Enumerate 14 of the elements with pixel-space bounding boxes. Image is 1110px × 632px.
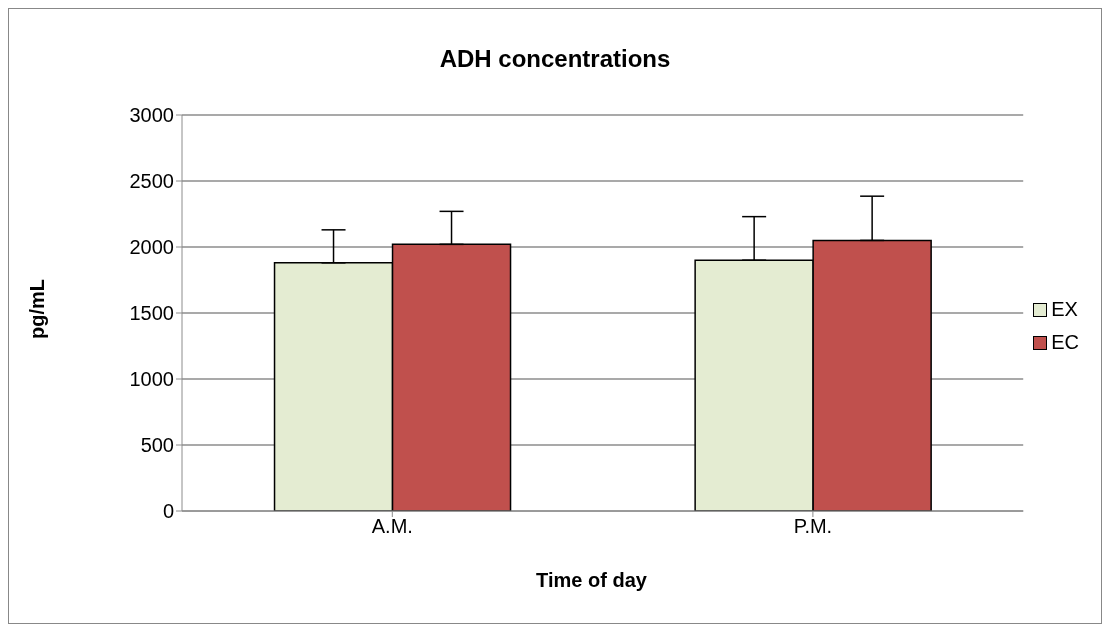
chart-title: ADH concentrations — [438, 45, 672, 73]
y-tick-label: 500 — [140, 434, 174, 457]
y-axis-title: pg/mL — [25, 279, 49, 339]
y-tick-label: 2500 — [129, 170, 174, 193]
y-tick-label: 1000 — [129, 368, 174, 391]
x-tick-label: A.M. — [371, 515, 413, 538]
y-tick-label: 1500 — [129, 302, 174, 325]
x-axis-title: Time of day — [535, 569, 648, 592]
x-tick-label: P.M. — [793, 515, 833, 538]
y-tick-label: 2000 — [129, 236, 174, 259]
y-tick-label: 0 — [162, 500, 174, 523]
legend-label: EC — [1051, 331, 1079, 354]
y-tick-label: 3000 — [129, 104, 174, 127]
legend-label: EX — [1051, 298, 1078, 321]
